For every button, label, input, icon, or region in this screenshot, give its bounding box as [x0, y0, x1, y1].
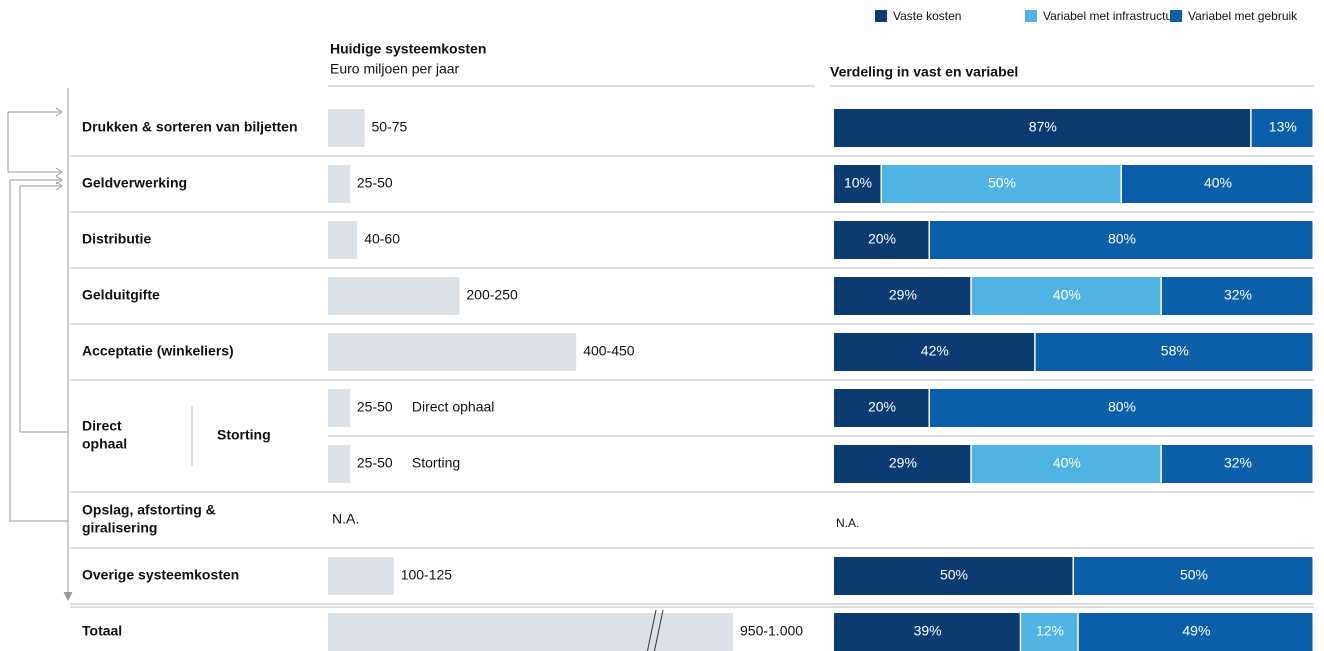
share-label: 13%	[1269, 119, 1297, 135]
share-segment	[1074, 557, 1313, 595]
cost-label: 50-75	[372, 119, 408, 135]
share-label: 40%	[1053, 455, 1081, 471]
row-label: Drukken & sorteren van biljetten	[82, 119, 298, 135]
share-label: 42%	[921, 343, 949, 359]
cost-bar	[328, 389, 350, 427]
cost-bar	[328, 277, 460, 315]
cost-label: 400-450	[583, 343, 635, 359]
left-subtitle: Euro miljoen per jaar	[330, 61, 460, 77]
cost-label: 200-250	[466, 287, 518, 303]
share-segment	[834, 333, 1035, 371]
share-label: 39%	[914, 623, 942, 639]
share-segment	[971, 277, 1161, 315]
share-segment	[834, 389, 929, 427]
cost-bar	[328, 445, 350, 483]
row-label: Totaal	[82, 623, 122, 639]
cost-sublabel: Direct ophaal	[412, 399, 495, 415]
cost-label: 950-1.000	[740, 623, 803, 639]
cost-label: N.A.	[332, 511, 359, 527]
share-label: 29%	[889, 287, 917, 303]
legend-label: Variabel met infrastructuur	[1043, 9, 1183, 23]
legend-label: Variabel met gebruik	[1188, 9, 1298, 23]
row-label: Opslag, afstorting &	[82, 502, 216, 518]
legend-swatch	[1170, 10, 1182, 22]
row-label: Distributie	[82, 231, 151, 247]
cost-bar	[328, 221, 358, 259]
cost-bar	[328, 613, 733, 651]
right-title: Verdeling in vast en variabel	[830, 64, 1018, 80]
share-segment	[1161, 277, 1313, 315]
share-segment	[834, 557, 1073, 595]
row-label: Geldverwerking	[82, 175, 187, 191]
legend-swatch	[1025, 10, 1037, 22]
axis-break	[646, 609, 657, 651]
share-label: 50%	[988, 175, 1016, 191]
share-label: 32%	[1224, 287, 1252, 303]
cost-label: 25-50	[357, 455, 393, 471]
axis-break	[653, 609, 664, 651]
share-segment	[834, 165, 881, 203]
share-segment	[1122, 165, 1313, 203]
share-label: 49%	[1182, 623, 1210, 639]
row-label: Overige systeemkosten	[82, 567, 239, 583]
share-label: 40%	[1204, 175, 1232, 191]
cost-label: 25-50	[357, 175, 393, 191]
share-label: 29%	[889, 455, 917, 471]
share-segment	[930, 389, 1313, 427]
share-segment	[834, 613, 1020, 651]
legend-swatch	[875, 10, 887, 22]
share-segment	[1078, 613, 1313, 651]
row-label: Acceptatie (winkeliers)	[82, 343, 234, 359]
share-label: 20%	[868, 399, 896, 415]
share-label: N.A.	[836, 516, 859, 530]
share-segment	[1251, 109, 1313, 147]
share-label: 80%	[1108, 231, 1136, 247]
share-segment	[1161, 445, 1313, 483]
share-segment	[834, 221, 929, 259]
share-label: 50%	[940, 567, 968, 583]
share-segment	[1021, 613, 1078, 651]
cost-bar	[328, 333, 577, 371]
cost-bar	[328, 165, 350, 203]
share-segment	[971, 445, 1161, 483]
share-label: 87%	[1029, 119, 1057, 135]
cost-label: 25-50	[357, 399, 393, 415]
share-label: 40%	[1053, 287, 1081, 303]
row-label: Gelduitgifte	[82, 287, 160, 303]
share-label: 10%	[844, 175, 872, 191]
cost-label: 40-60	[364, 231, 400, 247]
share-label: 58%	[1161, 343, 1189, 359]
row-label: giralisering	[82, 520, 157, 536]
cost-label: 100-125	[401, 567, 453, 583]
share-segment	[834, 445, 971, 483]
group-label: Direct	[82, 418, 122, 434]
left-title: Huidige systeemkosten	[330, 41, 486, 57]
share-segment	[1035, 333, 1313, 371]
legend-label: Vaste kosten	[893, 9, 961, 23]
share-label: 32%	[1224, 455, 1252, 471]
share-segment	[930, 221, 1313, 259]
share-label: 12%	[1036, 623, 1064, 639]
flow-arrows	[7, 88, 73, 602]
cost-bar	[328, 557, 394, 595]
cost-sublabel: Storting	[412, 455, 460, 471]
share-label: 80%	[1108, 399, 1136, 415]
cost-bar	[328, 109, 365, 147]
group-sublabel: Storting	[217, 427, 271, 443]
share-segment	[882, 165, 1121, 203]
share-segment	[834, 277, 971, 315]
share-segment	[834, 109, 1251, 147]
share-label: 50%	[1180, 567, 1208, 583]
share-label: 20%	[868, 231, 896, 247]
group-label: ophaal	[82, 436, 127, 452]
